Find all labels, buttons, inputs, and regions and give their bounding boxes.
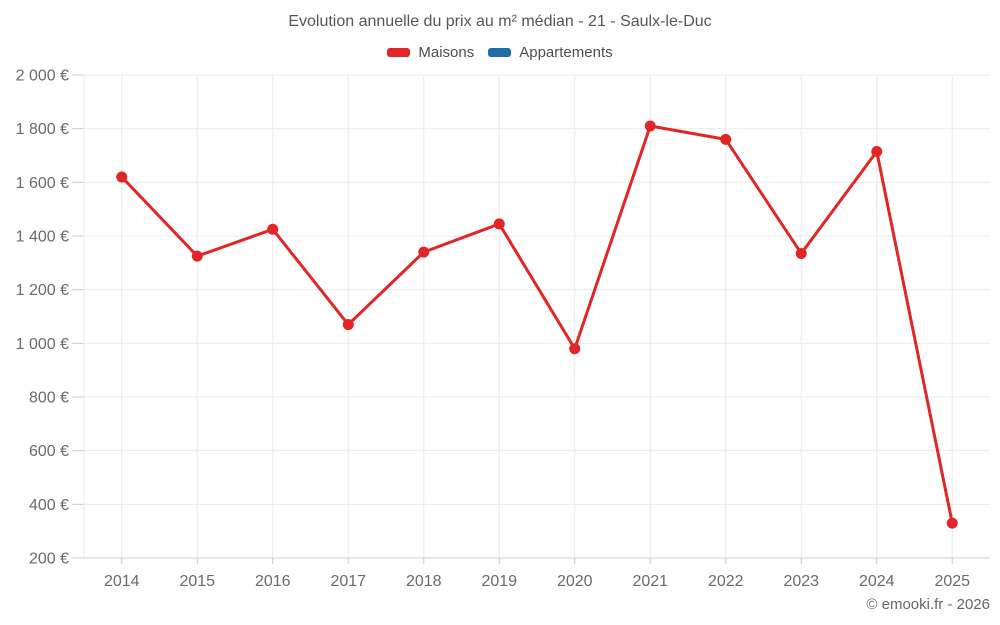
y-axis-label: 600 € (29, 443, 69, 460)
y-axis-label: 800 € (29, 390, 69, 407)
legend-item-appartements[interactable]: Appartements (488, 44, 613, 61)
data-point-maisons-2025[interactable] (946, 517, 958, 529)
data-point-maisons-2015[interactable] (191, 250, 203, 262)
y-axis-label: 2 000 € (16, 68, 69, 85)
legend-swatch-appartements-icon (488, 48, 512, 57)
legend-label-appartements: Appartements (519, 44, 613, 61)
series-line-maisons (120, 124, 954, 525)
x-axis-label: 2018 (406, 573, 442, 590)
x-axis-label: 2020 (557, 573, 593, 590)
y-axis-label: 1 400 € (16, 229, 69, 246)
y-axis-label: 1 200 € (16, 282, 69, 299)
x-axis-label: 2023 (783, 573, 819, 590)
data-point-maisons-2021[interactable] (644, 120, 656, 132)
x-axis-label: 2016 (255, 573, 291, 590)
data-point-maisons-2018[interactable] (418, 246, 430, 258)
data-point-maisons-2020[interactable] (569, 343, 581, 355)
x-axis-label: 2024 (859, 573, 895, 590)
x-axis-label: 2022 (708, 573, 744, 590)
legend-label-maisons: Maisons (418, 44, 475, 61)
data-point-maisons-2016[interactable] (267, 223, 279, 235)
y-axis-label: 1 800 € (16, 121, 69, 138)
x-axis-label: 2014 (104, 573, 140, 590)
x-axis-label: 2025 (934, 573, 970, 590)
data-point-maisons-2022[interactable] (720, 133, 732, 145)
x-axis-label: 2017 (330, 573, 366, 590)
data-point-maisons-2019[interactable] (493, 218, 505, 230)
data-point-maisons-2024[interactable] (871, 145, 883, 157)
chart-title: Evolution annuelle du prix au m² médian … (288, 13, 712, 30)
data-point-maisons-2023[interactable] (795, 247, 807, 259)
legend-item-maisons[interactable]: Maisons (387, 44, 474, 61)
copyright-attribution: © emooki.fr - 2026 (866, 596, 990, 613)
legend: Maisons Appartements (0, 44, 1000, 61)
x-axis-label: 2015 (179, 573, 215, 590)
data-point-maisons-2014[interactable] (116, 171, 128, 183)
y-axis-label: 1 000 € (16, 336, 69, 353)
data-point-maisons-2017[interactable] (342, 319, 354, 331)
y-axis-label: 1 600 € (16, 175, 69, 192)
y-axis-label: 200 € (29, 551, 69, 568)
legend-swatch-maisons-icon (387, 48, 411, 57)
x-axis-label: 2019 (481, 573, 517, 590)
x-axis-label: 2021 (632, 573, 668, 590)
y-axis-label: 400 € (29, 497, 69, 514)
